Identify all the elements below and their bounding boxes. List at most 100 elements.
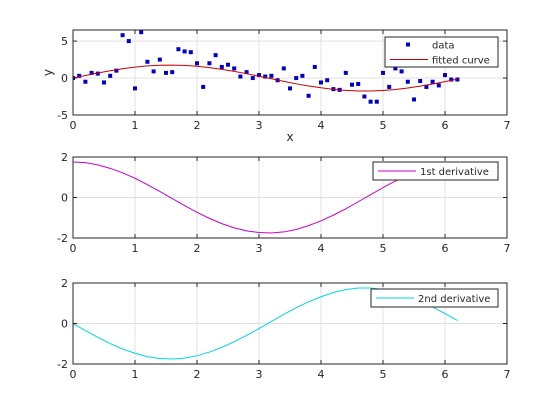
- legend-box: [384, 36, 499, 68]
- y-tick-label: -2: [57, 358, 68, 371]
- axes-box: [72, 29, 508, 116]
- y-axis-label: y: [41, 69, 55, 76]
- data-point: [164, 70, 168, 75]
- data-point: [232, 66, 237, 71]
- data-point: [250, 76, 255, 81]
- data-point: [133, 86, 137, 91]
- x-tick-label: 6: [442, 242, 449, 255]
- y-tick-label: 0: [61, 72, 68, 85]
- x-tick-label: 7: [504, 368, 511, 381]
- data-point: [95, 71, 100, 76]
- 1st-derivative-line: [73, 161, 458, 234]
- data-point: [207, 61, 212, 66]
- legend-label: data: [432, 41, 455, 52]
- x-tick-label: 3: [256, 368, 263, 381]
- x-tick-label: 1: [132, 119, 139, 132]
- x-tick-label: 4: [318, 368, 325, 381]
- data-point: [244, 70, 249, 75]
- data-point: [145, 59, 150, 64]
- data-point: [300, 73, 305, 78]
- x-tick-label: 1: [132, 242, 139, 255]
- data-point: [306, 93, 311, 98]
- legend: 2nd derivative: [370, 288, 499, 308]
- data-point: [356, 81, 361, 86]
- y-tick-label: 5: [61, 35, 68, 48]
- x-axis-label: x: [286, 130, 293, 144]
- data-point: [405, 79, 410, 84]
- data-point: [325, 78, 330, 83]
- x-tick-label: 5: [380, 119, 387, 132]
- data-point: [219, 64, 224, 69]
- data-point: [418, 79, 423, 83]
- data-point: [449, 77, 454, 82]
- legend-box: [370, 288, 499, 308]
- x-tick-label: 2: [194, 119, 201, 132]
- x-tick-label: 1: [132, 368, 139, 381]
- data-point: [195, 61, 199, 66]
- legend: data fitted curve: [384, 36, 499, 68]
- data-point: [288, 86, 292, 91]
- data-point: [263, 74, 268, 79]
- x-tick-label: 0: [70, 242, 77, 255]
- data-point: [269, 73, 274, 78]
- x-tick-label: 6: [442, 368, 449, 381]
- data-point: [424, 84, 429, 89]
- data-point: [157, 57, 162, 62]
- data-point: [294, 76, 299, 81]
- x-tick-label: 3: [256, 119, 263, 132]
- data-point: [170, 70, 175, 75]
- fitted-curve-line: [73, 64, 458, 92]
- x-tick-label: 2: [194, 242, 201, 255]
- data-point: [368, 99, 373, 104]
- data-layer: [73, 161, 458, 234]
- x-tick-label: 6: [442, 119, 449, 132]
- data-point: [83, 79, 88, 84]
- data-point: [108, 73, 113, 78]
- data-point: [151, 69, 156, 74]
- data-point: [213, 53, 218, 58]
- y-tick-label: -5: [57, 109, 68, 122]
- data-point: [238, 74, 243, 79]
- y-tick-label: 2: [61, 151, 68, 164]
- data-point: [257, 73, 261, 78]
- data-point: [393, 66, 398, 71]
- x-tick-label: 3: [256, 242, 263, 255]
- data-point: [412, 97, 416, 102]
- x-tick-label: 0: [70, 119, 77, 132]
- data-point: [281, 66, 286, 71]
- data-point: [120, 33, 125, 38]
- data-point: [176, 47, 181, 52]
- data-point: [126, 39, 131, 44]
- data-point: [343, 70, 348, 75]
- x-tick-label: 5: [380, 368, 387, 381]
- data-point: [430, 79, 435, 84]
- x-tick-label: 2: [194, 368, 201, 381]
- data-point: [226, 62, 230, 67]
- data-point: [350, 82, 354, 87]
- data-point: [114, 68, 119, 73]
- legend-box: [372, 161, 499, 181]
- y-tick-label: 2: [61, 277, 68, 290]
- x-tick-label: 0: [70, 368, 77, 381]
- data-point: [312, 64, 317, 69]
- x-tick-label: 4: [318, 242, 325, 255]
- y-tick-label: 0: [61, 192, 68, 205]
- x-tick-label: 7: [504, 242, 511, 255]
- legend: 1st derivative: [372, 161, 499, 181]
- data-point: [77, 73, 82, 78]
- legend-marker: [406, 42, 410, 47]
- data-point: [381, 70, 385, 75]
- x-tick-label: 5: [380, 242, 387, 255]
- data-point: [201, 84, 206, 89]
- data-point: [374, 99, 379, 104]
- data-point: [387, 84, 392, 89]
- y-tick-label: -2: [57, 232, 68, 245]
- data-point: [436, 83, 441, 88]
- data-point: [139, 30, 144, 35]
- legend-label: 2nd derivative: [418, 294, 490, 305]
- data-point: [188, 50, 193, 55]
